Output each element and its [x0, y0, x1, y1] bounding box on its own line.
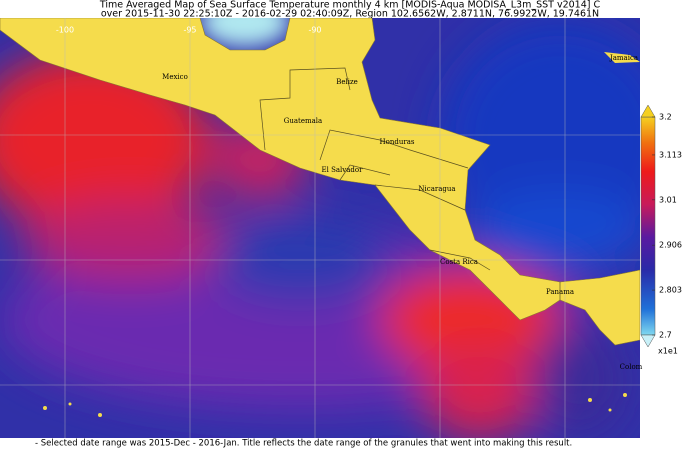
colorbar-tick-label: 3.01 [659, 195, 677, 204]
colorbar-tick-label: 3.2 [659, 113, 672, 122]
colorbar-multiplier: x1e1 [658, 347, 678, 356]
islands [43, 393, 627, 417]
colorbar-min-arrow [640, 334, 656, 348]
land [0, 18, 640, 346]
country-label: Panama [546, 288, 574, 296]
country-label: Jamaica [609, 54, 638, 62]
borders [259, 67, 561, 300]
country-label: Mexico [162, 73, 188, 81]
longitude-label: -90 [308, 26, 321, 35]
island [604, 52, 640, 63]
country-label: El Salvador [322, 166, 364, 174]
graticule [0, 18, 640, 438]
country-label: Colom [620, 363, 643, 371]
title-line-2: over 2015-11-30 22:25:10Z - 2016-02-29 0… [101, 9, 599, 20]
colorbar-tick-label: 2.906 [659, 241, 682, 250]
country-label: Honduras [380, 138, 415, 146]
country-label: Guatemala [284, 117, 322, 125]
country-label: Nicaragua [418, 185, 455, 193]
colorbar-max-arrow [640, 104, 656, 118]
country-label: Belize [336, 78, 358, 86]
longitude-label: -100 [56, 26, 74, 35]
map [0, 18, 640, 438]
colorbar [640, 116, 656, 336]
colorbar-tick-label: 2.7 [659, 331, 672, 340]
colorbar-tick-label: 3.113 [659, 150, 682, 159]
country-label: Costa Rica [440, 258, 478, 266]
title-line-1: Time Averaged Map of Sea Surface Tempera… [99, 0, 601, 11]
colorbar-tick-label: 2.803 [659, 286, 682, 295]
longitude-label: -95 [183, 26, 196, 35]
gulf-water [200, 18, 290, 47]
footnote: - Selected date range was 2015-Dec - 201… [35, 439, 572, 449]
